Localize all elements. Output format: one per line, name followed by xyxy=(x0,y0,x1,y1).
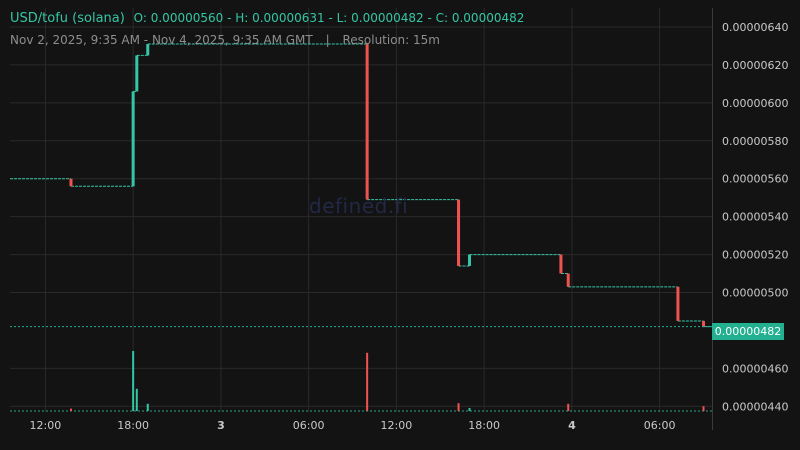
last-price-tag: 0.00000482 xyxy=(712,323,784,340)
volume-bar xyxy=(567,403,570,411)
y-tick-label: 0.00000620 xyxy=(722,59,788,72)
y-tick-label: 0.00000640 xyxy=(722,21,788,34)
candle-body xyxy=(131,91,135,187)
volume-bar xyxy=(132,351,135,411)
candle-body xyxy=(566,273,570,287)
y-tick-label: 0.00000500 xyxy=(722,287,788,300)
volume-bar xyxy=(69,408,72,411)
date-range: Nov 2, 2025, 9:35 AM - Nov 4, 2025, 9:35… xyxy=(10,33,313,47)
x-tick-label: 06:00 xyxy=(293,419,325,432)
candle-body xyxy=(468,254,472,266)
chart-header: USD/tofu (solana) O: 0.00000560 - H: 0.0… xyxy=(10,11,524,26)
y-tick-label: 0.00000560 xyxy=(722,173,788,186)
x-tick-label: 12:00 xyxy=(30,419,62,432)
volume-bar xyxy=(146,403,149,411)
volume-bar xyxy=(468,408,471,411)
ohlc-readout: O: 0.00000560 - H: 0.00000631 - L: 0.000… xyxy=(133,11,525,25)
candle-body xyxy=(146,44,150,56)
watermark: defined.fi xyxy=(309,194,409,218)
candle-body xyxy=(365,44,369,200)
y-tick-label: 0.00000460 xyxy=(722,362,788,375)
y-tick-label: 0.00000580 xyxy=(722,135,788,148)
candle-body xyxy=(676,286,680,321)
volume-bar xyxy=(366,352,369,411)
candle-body xyxy=(702,320,706,327)
volume-bar xyxy=(702,406,705,411)
resolution-label[interactable]: Resolution: 15m xyxy=(342,33,440,47)
y-tick-label: 0.00000520 xyxy=(722,249,788,262)
y-tick-label: 0.00000440 xyxy=(722,400,788,413)
candle-body xyxy=(559,254,563,274)
y-tick-label: 0.00000600 xyxy=(722,97,788,110)
volume-bar xyxy=(457,403,460,411)
pair-title[interactable]: USD/tofu (solana) xyxy=(10,11,125,26)
chart-subheader: Nov 2, 2025, 9:35 AM - Nov 4, 2025, 9:35… xyxy=(10,33,440,47)
x-tick-label: 18:00 xyxy=(117,419,149,432)
candle-body xyxy=(457,199,461,266)
y-tick-label: 0.00000540 xyxy=(722,211,788,224)
x-tick-label: 18:00 xyxy=(468,419,500,432)
separator: | xyxy=(325,33,330,47)
x-tick-label: 4 xyxy=(568,419,576,432)
x-tick-label: 06:00 xyxy=(644,419,676,432)
candle-body xyxy=(135,55,139,92)
volume-bar xyxy=(135,388,138,411)
x-tick-label: 12:00 xyxy=(381,419,413,432)
x-tick-label: 3 xyxy=(217,419,225,432)
candle-body xyxy=(69,178,73,187)
